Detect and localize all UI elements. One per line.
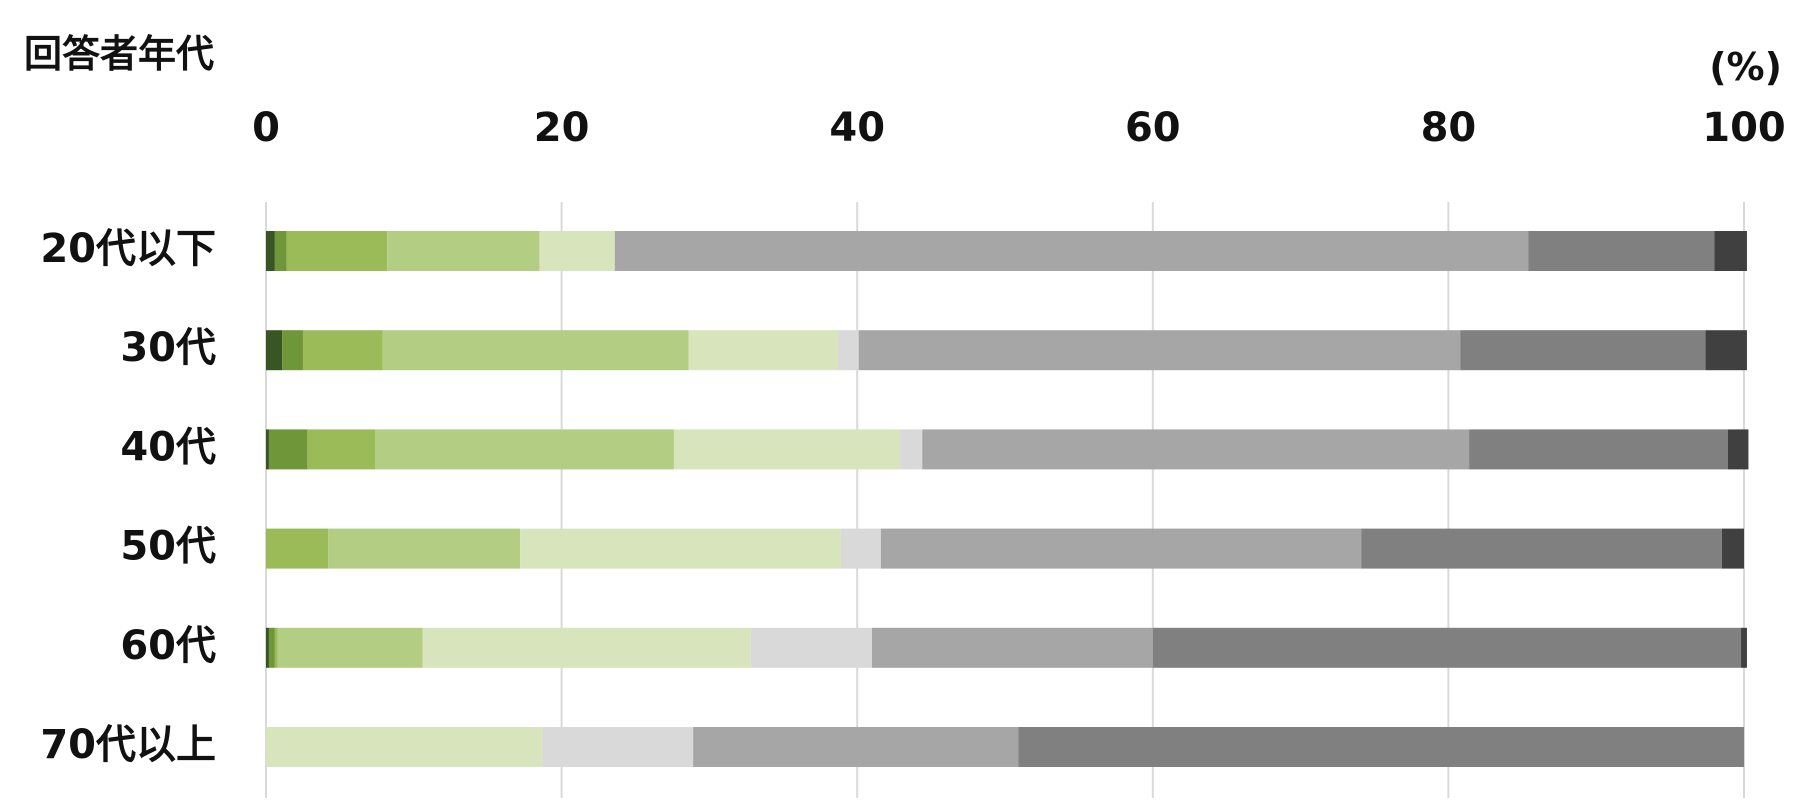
bar-segment-2-9 [1705,330,1747,371]
bar-segment-5-1 [266,627,269,668]
bar-segment-1-7 [614,231,1529,271]
bar-segment-5-3 [274,627,278,668]
bar-segment-1-3 [286,231,388,271]
bar-segment-6-5 [266,727,543,767]
bar-segment-4-7 [880,528,1362,569]
bar-segment-2-4 [382,330,689,371]
bar-segment-3-3 [307,429,376,470]
category-label: 50代 [120,524,216,570]
bar-segment-5-9 [1741,627,1747,668]
x-tick-0: 0 [252,105,280,151]
bar-segment-4-6 [840,528,881,569]
x-tick-40: 40 [829,105,885,151]
bar-segment-6-7 [693,727,1019,767]
bar-segment-3-4 [375,429,674,470]
category-label: 40代 [120,424,216,470]
bar-segment-4-8 [1361,528,1722,569]
bar-segment-3-1 [266,429,269,470]
bar-segment-2-1 [266,330,283,371]
bar-segment-5-5 [422,627,751,668]
bar-segment-1-5 [539,231,615,271]
bar-segment-2-8 [1460,330,1706,371]
bar-segment-4-3 [266,528,329,569]
bar-segment-2-5 [688,330,838,371]
category-labels: 20代以下 30代 40代 50代 60代 70代以上 [40,226,216,768]
chart-title: 回答者年代 [24,32,214,76]
bar-segment-4-5 [520,528,841,569]
bar-segment-2-6 [837,330,859,371]
x-tick-80: 80 [1421,105,1477,151]
category-label: 70代以上 [40,722,216,768]
x-tick-20: 20 [534,105,590,151]
bar-segment-6-6 [542,727,694,767]
bar-segment-5-7 [871,627,1153,668]
bar-segment-1-8 [1528,231,1715,271]
bar-segment-1-1 [266,231,275,271]
bar-segment-3-6 [900,429,923,470]
bar-segment-3-8 [1469,429,1728,470]
bar-segment-4-4 [328,528,521,569]
category-label: 60代 [120,623,216,669]
bar-segment-2-2 [282,330,303,371]
unit-label: (%) [1709,45,1782,89]
bar-segment-1-9 [1714,231,1747,271]
bar-segment-5-2 [268,627,275,668]
bar-segment-5-8 [1152,627,1742,668]
x-tick-60: 60 [1125,105,1181,151]
x-axis-ticks: 0 20 40 60 80 100 [252,105,1786,151]
category-label: 20代以下 [40,226,216,272]
category-label: 30代 [120,325,216,371]
bar-segment-2-3 [302,330,383,371]
bar-segment-1-2 [274,231,287,271]
x-tick-100: 100 [1702,105,1786,151]
bar-segment-3-2 [268,429,308,470]
gridlines [265,202,1745,798]
bar-segment-6-8 [1018,727,1744,767]
bar-segment-3-7 [922,429,1470,470]
bar-segment-3-9 [1727,429,1749,470]
bar-segment-5-6 [750,627,872,668]
bar-segment-2-7 [858,330,1461,371]
bars [266,231,1749,767]
bar-segment-4-9 [1721,528,1744,569]
bar-segment-1-4 [387,231,540,271]
bar-segment-3-5 [673,429,901,470]
bar-segment-5-4 [277,627,423,668]
